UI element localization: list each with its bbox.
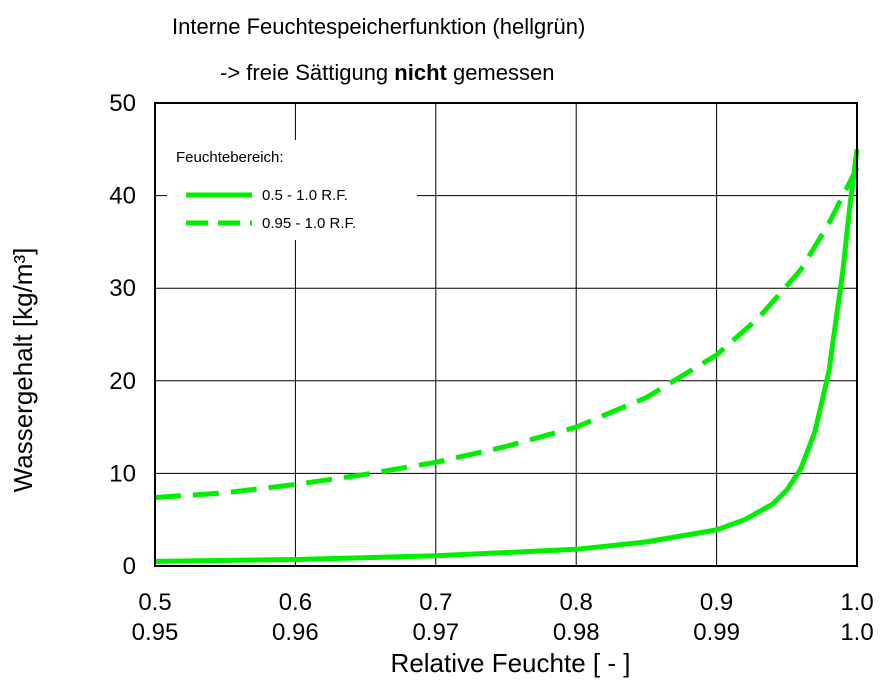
- legend-box: [167, 140, 417, 240]
- legend-title: Feuchtebereich:: [176, 149, 284, 166]
- x-tick-label-top: 0.9: [700, 589, 733, 616]
- chart-title-line1: Interne Feuchtespeicherfunktion (hellgrü…: [172, 14, 586, 39]
- x-tick-label-top: 0.5: [138, 589, 171, 616]
- x-axis-label: Relative Feuchte [ - ]: [390, 648, 631, 678]
- x-tick-label-top: 0.7: [419, 589, 452, 616]
- y-tick-label: 40: [109, 183, 136, 210]
- y-tick-label: 0: [123, 553, 136, 580]
- x-tick-label-bottom: 1.0: [840, 619, 873, 646]
- x-tick-label-top: 0.8: [560, 589, 593, 616]
- y-tick-label: 50: [109, 90, 136, 117]
- title-prefix: -> freie Sättigung: [220, 60, 395, 85]
- x-tick-label-top: 0.6: [279, 589, 312, 616]
- x-tick-label-bottom: 0.97: [412, 619, 459, 646]
- x-tick-label-bottom: 0.99: [693, 619, 740, 646]
- y-tick-label: 10: [109, 460, 136, 487]
- legend-label-2: 0.95 - 1.0 R.F.: [262, 215, 356, 232]
- legend-label-1: 0.5 - 1.0 R.F.: [262, 187, 348, 204]
- title-suffix: gemessen: [446, 60, 555, 85]
- y-tick-label: 20: [109, 368, 136, 395]
- x-tick-label-top: 1.0: [840, 589, 873, 616]
- plot-border: [154, 102, 858, 567]
- x-tick-label-bottom: 0.95: [132, 619, 179, 646]
- series-line-1: [154, 148, 860, 564]
- x-tick-label-bottom: 0.98: [553, 619, 600, 646]
- series-line-2: [154, 166, 860, 500]
- chart-title-line2: -> freie Sättigung nicht gemessen: [0, 60, 881, 86]
- title-bold-word: nicht: [394, 60, 447, 85]
- y-tick-label: 30: [109, 275, 136, 302]
- x-tick-label-bottom: 0.96: [272, 619, 319, 646]
